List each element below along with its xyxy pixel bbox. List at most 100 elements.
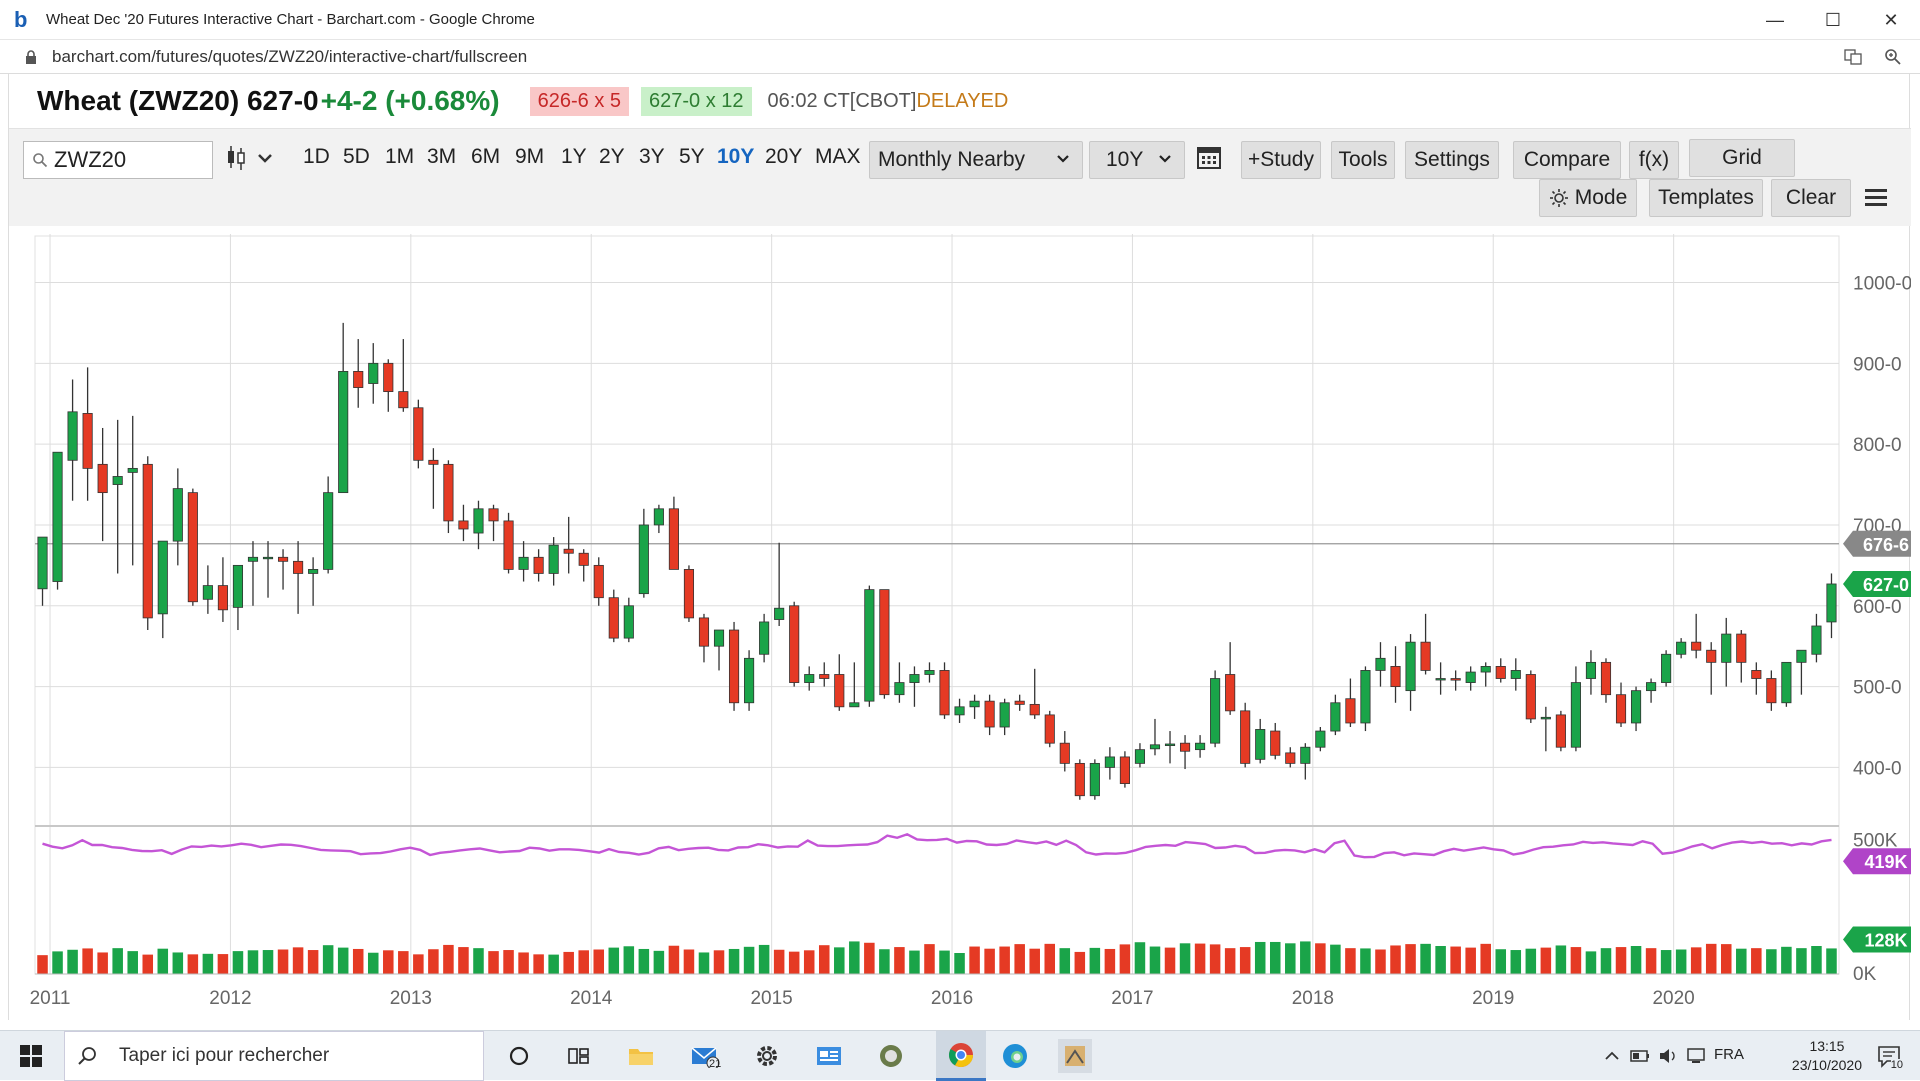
grid-button[interactable]: Grid: [1689, 139, 1795, 177]
candle-body: [1450, 678, 1461, 681]
network-icon[interactable]: [1686, 1047, 1708, 1065]
volume-bar: [1390, 945, 1401, 974]
volume-bar: [1014, 944, 1025, 974]
chevron-up-icon[interactable]: [1604, 1049, 1620, 1063]
candle-body: [1811, 625, 1822, 655]
volume-bar: [1615, 947, 1627, 974]
volume-bar: [1149, 946, 1161, 974]
edge-icon[interactable]: [998, 1039, 1032, 1073]
period-6m[interactable]: 6M: [471, 145, 501, 168]
candle-body: [1134, 749, 1146, 764]
volume-bar: [1555, 945, 1567, 974]
task-view-icon[interactable]: [562, 1039, 596, 1073]
url-text[interactable]: barchart.com/futures/quotes/ZWZ20/intera…: [52, 46, 528, 66]
app-icon[interactable]: [874, 1039, 908, 1073]
notification-icon[interactable]: [1876, 1044, 1904, 1070]
period-5d[interactable]: 5D: [343, 145, 370, 168]
period-3m[interactable]: 3M: [427, 145, 457, 168]
calendar-icon[interactable]: [1195, 143, 1225, 173]
tools-button[interactable]: Tools: [1331, 141, 1395, 179]
candle-body: [909, 674, 920, 683]
compare-button[interactable]: Compare: [1513, 141, 1621, 179]
symbol-price: Wheat (ZWZ20) 627-0: [37, 85, 319, 116]
close-button[interactable]: ✕: [1883, 9, 1899, 30]
volume-bar: [172, 952, 184, 974]
minimize-button[interactable]: —: [1766, 9, 1784, 30]
x-tick-label: 2017: [1111, 988, 1153, 1009]
mode-button[interactable]: Mode: [1539, 179, 1637, 217]
speaker-icon[interactable]: [1658, 1047, 1678, 1065]
price-chart-svg[interactable]: 400-0500-0600-0700-0800-0900-01000-02011…: [25, 234, 1911, 1020]
fx-button[interactable]: f(x): [1629, 141, 1679, 179]
clear-button[interactable]: Clear: [1771, 179, 1851, 217]
settings-gear-icon[interactable]: [750, 1039, 784, 1073]
study-button[interactable]: +Study: [1241, 141, 1321, 179]
y-tick-label: 400-0: [1853, 758, 1902, 779]
candle-body: [428, 459, 439, 465]
maximize-button[interactable]: ☐: [1824, 9, 1842, 30]
news-app-icon[interactable]: [812, 1039, 846, 1073]
volume-bar: [1585, 951, 1597, 974]
period-1d[interactable]: 1D: [303, 145, 330, 168]
x-tick-label: 2013: [390, 988, 432, 1009]
period-3y[interactable]: 3Y: [639, 145, 665, 168]
mail-icon[interactable]: 21: [688, 1039, 722, 1073]
symbol-search-input[interactable]: ZWZ20: [23, 141, 213, 179]
range-dropdown[interactable]: 10Y: [1089, 141, 1185, 179]
volume-bar: [743, 946, 755, 974]
candle-body: [1119, 756, 1130, 784]
period-9m[interactable]: 9M: [515, 145, 545, 168]
language-indicator[interactable]: FRA: [1714, 1046, 1744, 1063]
chart-area[interactable]: 400-0 500-0 600-0 700-0 800-0 900-0 1000-0 2011…: [25, 234, 1911, 1020]
cortana-icon[interactable]: [502, 1039, 536, 1073]
translate-icon[interactable]: [1842, 46, 1864, 68]
volume-bar: [578, 950, 589, 974]
chrome-icon[interactable]: [936, 1031, 986, 1081]
file-explorer-icon[interactable]: [624, 1039, 658, 1073]
hamburger-menu-icon[interactable]: [1863, 187, 1889, 211]
candle-body: [789, 605, 800, 683]
templates-button[interactable]: Templates: [1649, 179, 1763, 217]
x-tick-label: 2014: [570, 988, 613, 1009]
battery-icon[interactable]: [1630, 1049, 1650, 1063]
period-2y[interactable]: 2Y: [599, 145, 625, 168]
volume-bar: [1570, 947, 1582, 974]
chart-type-dropdown[interactable]: [225, 143, 277, 173]
period-20y[interactable]: 20Y: [765, 145, 803, 168]
aggregation-dropdown[interactable]: Monthly Nearby: [869, 141, 1083, 179]
open-interest-line: [42, 832, 1832, 859]
period-1y[interactable]: 1Y: [561, 145, 587, 168]
period-1m[interactable]: 1M: [385, 145, 415, 168]
candle-body: [1435, 678, 1446, 681]
candle-body: [1585, 661, 1597, 679]
candle-body: [262, 556, 274, 560]
volume-bar: [187, 954, 199, 974]
candle-body: [849, 702, 860, 708]
zoom-icon[interactable]: [1882, 46, 1904, 68]
candle-body: [142, 463, 153, 619]
quote-header: Wheat (ZWZ20) 627-0 +4-2 (+0.68%) 626-6 …: [9, 74, 1911, 128]
lock-icon: [26, 49, 36, 64]
candle-body: [1630, 690, 1642, 724]
volume-bar: [1660, 950, 1672, 974]
volume-bar: [1540, 947, 1552, 974]
candle-body: [1390, 665, 1401, 688]
x-tick-label: 2016: [931, 988, 973, 1009]
volume-bar: [1690, 947, 1702, 974]
period-5y[interactable]: 5Y: [679, 145, 705, 168]
y-tick-label: 900-0: [1853, 354, 1902, 375]
period-10y[interactable]: 10Y: [717, 145, 755, 168]
candle-body: [563, 548, 574, 554]
candle-body: [939, 670, 950, 716]
period-max[interactable]: MAX: [815, 145, 861, 168]
x-tick-label: 2012: [209, 988, 251, 1009]
taskbar-search-box[interactable]: Taper ici pour rechercher: [64, 1031, 484, 1081]
volume-bar: [1375, 949, 1386, 974]
taskbar-clock[interactable]: 13:15 23/10/2020: [1792, 1037, 1862, 1075]
active-app-icon[interactable]: [1058, 1039, 1092, 1073]
volume-bar: [503, 950, 514, 974]
settings-button[interactable]: Settings: [1405, 141, 1499, 179]
volume-bar: [322, 945, 334, 974]
windows-start-icon[interactable]: [14, 1039, 48, 1073]
candle-body: [864, 589, 875, 702]
